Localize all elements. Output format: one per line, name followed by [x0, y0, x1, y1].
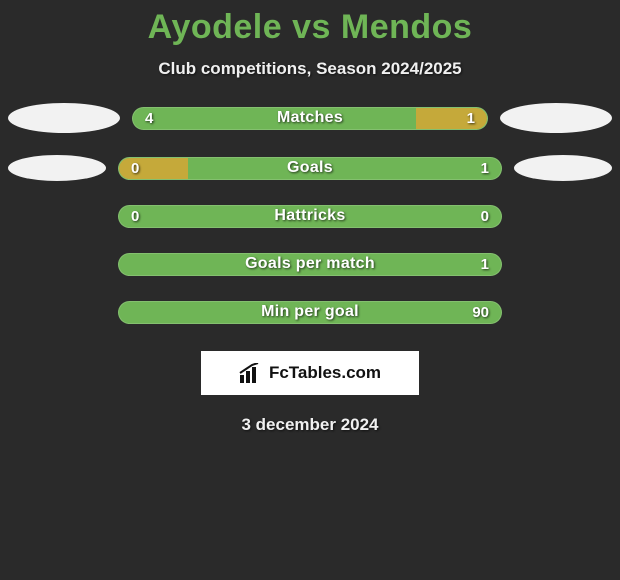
player-right-marker — [514, 251, 612, 277]
stat-right-value: 1 — [481, 158, 489, 179]
brand-text: FcTables.com — [269, 363, 381, 383]
page-title: Ayodele vs Mendos — [0, 8, 620, 47]
stat-left-value: 0 — [131, 206, 139, 227]
stat-bar: 0 Hattricks 0 — [118, 205, 502, 228]
stat-label: Goals per match — [119, 254, 501, 275]
stat-left-value: 4 — [145, 108, 153, 129]
player-left-marker — [8, 251, 106, 277]
stat-label: Min per goal — [119, 302, 501, 323]
stat-bar: 0 Goals 1 — [118, 157, 502, 180]
player-right-marker — [514, 155, 612, 181]
snapshot-date: 3 december 2024 — [0, 415, 620, 435]
stat-bar: Goals per match 1 — [118, 253, 502, 276]
stat-bar-fill-right — [416, 108, 487, 129]
bar-chart-icon — [239, 363, 263, 383]
comparison-card: Ayodele vs Mendos Club competitions, Sea… — [0, 0, 620, 435]
stat-row-hattricks: 0 Hattricks 0 — [6, 203, 614, 229]
stat-bar: Min per goal 90 — [118, 301, 502, 324]
player-left-marker — [8, 299, 106, 325]
stat-bar-fill-left — [119, 158, 188, 179]
stat-row-goals: 0 Goals 1 — [6, 155, 614, 181]
stat-row-min-per-goal: Min per goal 90 — [6, 299, 614, 325]
brand-link[interactable]: FcTables.com — [201, 351, 419, 395]
stat-row-goals-per-match: Goals per match 1 — [6, 251, 614, 277]
subtitle: Club competitions, Season 2024/2025 — [0, 59, 620, 79]
stat-right-value: 0 — [481, 206, 489, 227]
player-left-marker — [8, 155, 106, 181]
player-right-marker — [514, 299, 612, 325]
stat-rows: 4 Matches 1 0 Goals 1 0 Hattri — [0, 103, 620, 325]
player-right-marker — [514, 203, 612, 229]
stat-label: Hattricks — [119, 206, 501, 227]
stat-right-value: 1 — [481, 254, 489, 275]
stat-bar: 4 Matches 1 — [132, 107, 488, 130]
stat-right-value: 90 — [472, 302, 489, 323]
player-left-marker — [8, 203, 106, 229]
player-left-marker — [8, 103, 120, 133]
stat-row-matches: 4 Matches 1 — [6, 103, 614, 133]
player-right-marker — [500, 103, 612, 133]
